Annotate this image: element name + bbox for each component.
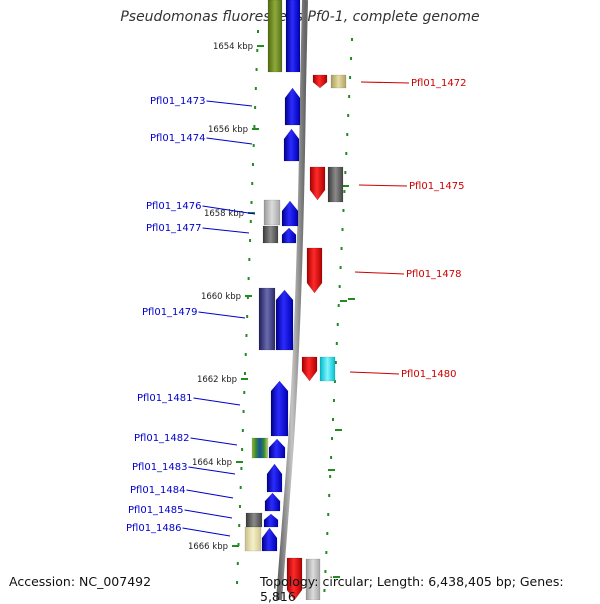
homology-block[interactable] <box>263 199 281 226</box>
right-gene-labels: Pfl01_1472 Pfl01_1475 Pfl01_1478 Pfl01_1480 <box>349 78 467 380</box>
gene-arrow-reverse[interactable] <box>309 166 326 201</box>
genome-backbone <box>276 0 308 600</box>
kbp-scale: 1654 kbp 1656 kbp 1658 kbp 1660 kbp 1662 kbp… <box>188 42 355 578</box>
gene-arrow-reverse[interactable] <box>286 557 303 600</box>
kbp-label: 1654 kbp <box>213 42 253 52</box>
gene-arrow-forward[interactable] <box>281 200 299 227</box>
gene-arrow-forward[interactable] <box>285 0 301 73</box>
gene-label-left[interactable]: Pfl01_1485 <box>128 505 184 516</box>
label-leader-line <box>349 371 400 375</box>
homology-block[interactable] <box>245 512 263 528</box>
gene-arrow-forward[interactable] <box>281 227 297 244</box>
gene-arrow-forward[interactable] <box>270 380 289 437</box>
gene-label-left[interactable]: Pfl01_1482 <box>134 433 190 444</box>
kbp-label: 1660 kbp <box>201 292 241 302</box>
gene-label-left[interactable]: Pfl01_1474 <box>150 133 206 144</box>
gene-label-left[interactable]: Pfl01_1481 <box>137 393 193 404</box>
homology-block[interactable] <box>251 437 269 459</box>
label-leader-line <box>358 184 408 187</box>
gene-arrow-forward[interactable] <box>261 527 278 552</box>
label-leader-line <box>190 437 238 446</box>
gene-features <box>244 0 347 600</box>
left-gene-labels: Pfl01_1473 Pfl01_1474 Pfl01_1476 Pfl01_1477… <box>126 96 256 537</box>
gene-arrow-forward[interactable] <box>264 492 281 512</box>
homology-block[interactable] <box>262 225 279 244</box>
gene-arrow-forward[interactable] <box>266 463 283 493</box>
kbp-label: 1666 kbp <box>188 542 228 552</box>
homology-block[interactable] <box>244 526 262 552</box>
kbp-label: 1656 kbp <box>208 125 248 135</box>
label-leader-line <box>198 311 246 319</box>
label-leader-line <box>184 509 233 519</box>
gene-label-right[interactable]: Pfl01_1472 <box>411 78 467 89</box>
gene-label-left[interactable]: Pfl01_1483 <box>132 462 188 473</box>
label-leader-line <box>186 489 234 499</box>
gene-label-left[interactable]: Pfl01_1477 <box>146 223 202 234</box>
gene-arrow-forward[interactable] <box>283 128 300 162</box>
label-leader-line <box>360 81 410 84</box>
kbp-label: 1664 kbp <box>192 458 232 468</box>
label-leader-line <box>202 205 256 215</box>
gene-arrow-forward[interactable] <box>263 513 279 528</box>
label-leader-line <box>182 527 231 537</box>
label-leader-line <box>193 397 241 406</box>
gene-arrow-forward[interactable] <box>275 289 294 351</box>
gene-label-left[interactable]: Pfl01_1486 <box>126 523 182 534</box>
homology-block[interactable] <box>319 356 336 382</box>
accession-text: Accession: NC_007492 <box>9 574 152 589</box>
gene-label-left[interactable]: Pfl01_1479 <box>142 307 198 318</box>
label-leader-line <box>202 227 250 234</box>
label-leader-line <box>188 466 236 475</box>
gene-arrow-forward[interactable] <box>268 438 286 459</box>
gene-label-left[interactable]: Pfl01_1476 <box>146 201 202 212</box>
label-leader-line <box>206 100 253 107</box>
gene-label-left[interactable]: Pfl01_1484 <box>130 485 186 496</box>
homology-block[interactable] <box>305 558 321 600</box>
gene-arrow-reverse[interactable] <box>306 247 323 294</box>
label-leader-line <box>354 271 405 275</box>
homology-block[interactable] <box>267 0 283 73</box>
label-leader-line <box>206 137 253 145</box>
gene-arrow-forward[interactable] <box>284 87 301 126</box>
gene-label-left[interactable]: Pfl01_1473 <box>150 96 206 107</box>
kbp-label: 1658 kbp <box>204 209 244 219</box>
gene-label-right[interactable]: Pfl01_1480 <box>401 369 457 380</box>
gene-label-right[interactable]: Pfl01_1478 <box>406 269 462 280</box>
homology-block[interactable] <box>330 74 347 89</box>
kbp-label: 1662 kbp <box>197 375 237 385</box>
homology-block[interactable] <box>258 287 276 351</box>
gene-label-right[interactable]: Pfl01_1475 <box>409 181 465 192</box>
homology-block[interactable] <box>327 166 344 203</box>
gene-arrow-reverse[interactable] <box>301 356 318 382</box>
gene-arrow-reverse[interactable] <box>312 74 328 89</box>
